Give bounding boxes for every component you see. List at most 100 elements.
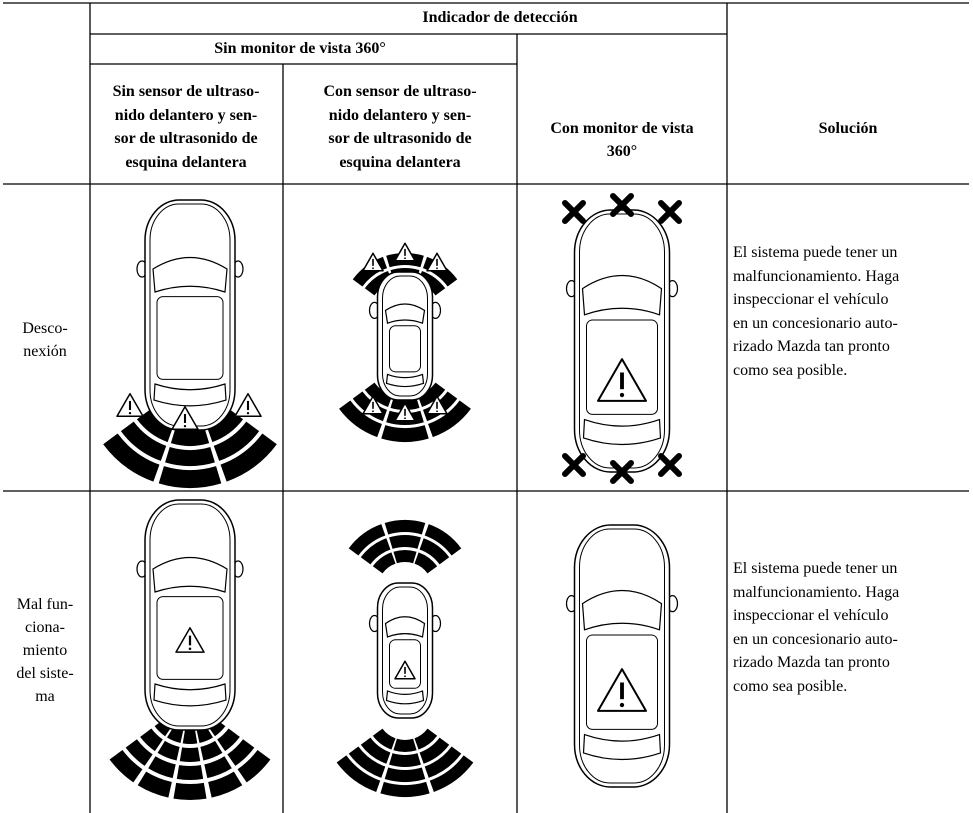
sensor-segment bbox=[165, 447, 215, 466]
sensor-segment bbox=[348, 524, 386, 556]
warning-dot bbox=[436, 267, 438, 270]
car-rear-window bbox=[385, 690, 425, 705]
sensor-segment bbox=[103, 433, 160, 482]
cell-text: malfuncionamiento. Haga bbox=[733, 267, 900, 285]
cell-text: Con monitor de vista bbox=[550, 120, 694, 137]
warning-dot bbox=[619, 392, 625, 398]
car-windshield bbox=[581, 274, 663, 316]
cell-text: ma bbox=[35, 688, 55, 705]
car-roof bbox=[389, 639, 421, 689]
cell-text: malfuncionamiento. Haga bbox=[733, 583, 900, 601]
sensor-segment bbox=[137, 771, 172, 798]
sensor-segment bbox=[176, 765, 204, 780]
car-outline bbox=[579, 528, 665, 784]
sensor-segment bbox=[136, 409, 174, 443]
car-outline bbox=[382, 275, 428, 397]
error-mark bbox=[658, 453, 682, 477]
car-rear-window bbox=[153, 383, 227, 407]
sensor-segment bbox=[158, 466, 222, 488]
warning-dot bbox=[128, 411, 132, 415]
cell-text: esquina delantera bbox=[125, 153, 247, 171]
car-windshield bbox=[152, 256, 228, 293]
sensor-segment bbox=[348, 746, 386, 778]
cell-text: Sin monitor de vista 360° bbox=[214, 40, 386, 57]
cell-text: como sea posible. bbox=[733, 677, 848, 695]
sensor-segment bbox=[200, 740, 223, 761]
cell-text: El sistema puede tener un bbox=[733, 244, 898, 261]
car-body bbox=[144, 499, 236, 731]
cell-text: nido delantero y sen- bbox=[114, 106, 258, 124]
warning-dot bbox=[372, 410, 374, 413]
cell-text: inspeccionar el vehículo bbox=[733, 291, 889, 308]
sensor-segment bbox=[360, 737, 391, 764]
cell-text: rizado Mazda tan pronto bbox=[733, 338, 890, 355]
error-mark bbox=[562, 453, 586, 477]
sensor-segment bbox=[125, 739, 153, 766]
sensor-segment bbox=[424, 524, 462, 556]
sensor-segment bbox=[364, 382, 393, 408]
car-rear-window bbox=[153, 683, 227, 707]
sensor-segment bbox=[109, 749, 143, 783]
sensor-segment bbox=[157, 740, 180, 761]
warning-dot bbox=[436, 410, 438, 413]
sensor-segment bbox=[140, 728, 163, 752]
sensor-segment bbox=[389, 535, 421, 549]
car-roof bbox=[389, 325, 421, 373]
cell-text: ciona- bbox=[25, 619, 65, 636]
error-mark bbox=[658, 200, 682, 224]
cell-text: Sin sensor de ultraso- bbox=[112, 83, 260, 100]
car-rear-window bbox=[582, 733, 662, 761]
sensor-segment bbox=[380, 781, 430, 798]
car-rear-window bbox=[582, 418, 662, 446]
sensor-segment bbox=[372, 552, 396, 574]
sensor-segment bbox=[428, 400, 471, 438]
sensor-segment bbox=[182, 729, 198, 744]
warning-dot bbox=[246, 411, 250, 415]
car-roof bbox=[586, 634, 658, 730]
sensor-segment bbox=[173, 782, 207, 800]
sensor-segment bbox=[419, 538, 450, 565]
sensor-segment bbox=[220, 433, 277, 482]
car-roof bbox=[156, 296, 224, 380]
cell-text: Desco- bbox=[22, 320, 68, 337]
cell-text: sor de ultrasonido de bbox=[328, 130, 472, 147]
sensor-segment bbox=[170, 427, 210, 446]
sensor-segment bbox=[429, 755, 474, 792]
sensor-segment bbox=[336, 755, 381, 792]
sensor-segment bbox=[419, 737, 450, 764]
car-body bbox=[376, 582, 434, 719]
car-outline bbox=[149, 503, 231, 727]
sensor-segment bbox=[227, 739, 255, 766]
warning-dot bbox=[404, 257, 406, 260]
cell-text: Mal fun- bbox=[16, 596, 74, 613]
cell-text: en un concesionario auto- bbox=[733, 314, 898, 332]
cell-text: nexión bbox=[23, 343, 67, 360]
cell-text: Indicador de detección bbox=[422, 9, 578, 26]
cell-text: miento bbox=[22, 642, 68, 659]
cell-text: rizado Mazda tan pronto bbox=[733, 654, 890, 671]
sensor-segment bbox=[393, 550, 417, 564]
car-windshield bbox=[384, 303, 426, 325]
error-mark bbox=[610, 460, 634, 484]
cell-text: como sea posible. bbox=[733, 361, 848, 379]
sensor-segment bbox=[384, 519, 426, 535]
sensor-segment bbox=[148, 756, 176, 779]
cell-text: sor de ultrasonido de bbox=[114, 130, 258, 147]
error-mark bbox=[562, 200, 586, 224]
sensor-segment bbox=[179, 747, 201, 762]
sensor-segment bbox=[360, 538, 391, 565]
cell-text: Solución bbox=[818, 120, 878, 137]
warning-dot bbox=[372, 267, 374, 270]
cell-text: Con sensor de ultraso- bbox=[323, 83, 477, 100]
sensor-segment bbox=[389, 753, 421, 767]
sensor-segment bbox=[414, 552, 438, 574]
cell-text: esquina delantera bbox=[339, 153, 461, 171]
error-mark bbox=[610, 193, 634, 217]
sensor-segment bbox=[208, 771, 243, 798]
car-roof bbox=[586, 319, 658, 415]
sensor-segment bbox=[339, 400, 382, 438]
cell-text: inspeccionar el vehículo bbox=[733, 607, 889, 624]
table-grid bbox=[3, 2, 969, 813]
